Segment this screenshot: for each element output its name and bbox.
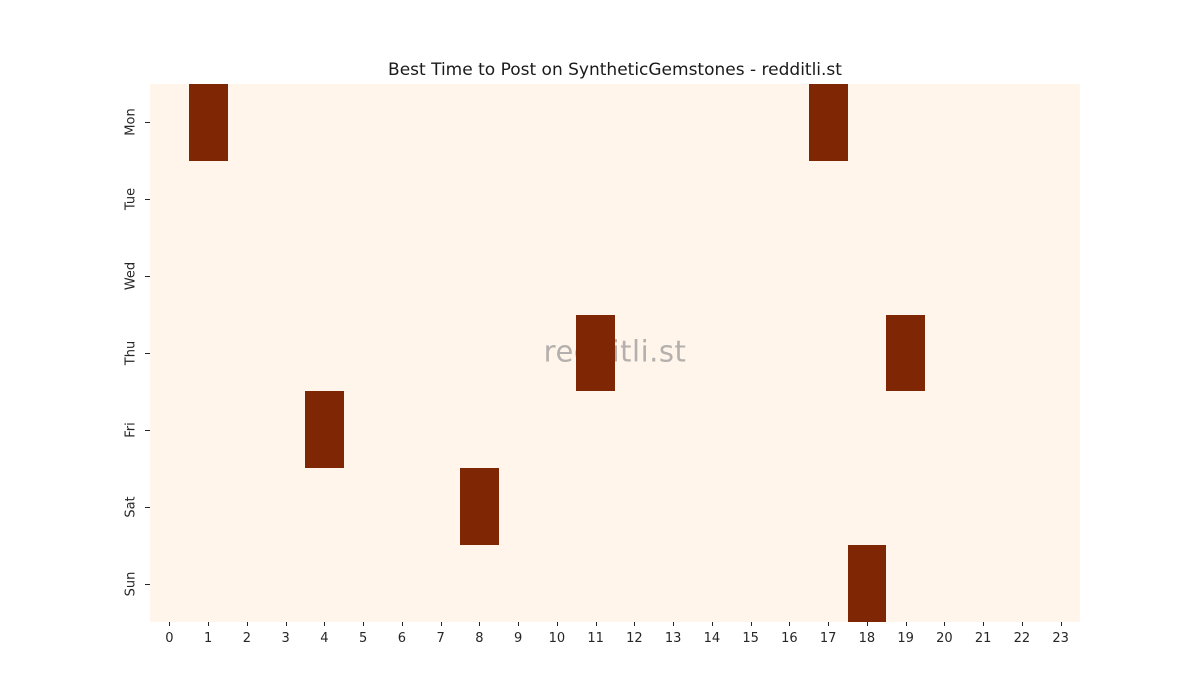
x-tick-label: 17 <box>819 631 837 646</box>
y-tick-label: Sat <box>123 496 139 518</box>
x-tick-label: 15 <box>742 631 759 646</box>
x-tick-mark <box>905 622 907 626</box>
x-tick-label: 21 <box>974 631 992 646</box>
x-tick-mark <box>983 622 985 626</box>
x-tick-mark <box>440 622 442 626</box>
y-tick-label: Tue <box>123 188 139 211</box>
heatmap-cell-fri-4 <box>305 391 344 469</box>
x-tick-label: 18 <box>858 631 876 646</box>
x-tick-mark <box>1060 622 1062 626</box>
x-tick-label: 22 <box>1013 631 1031 646</box>
x-tick-mark <box>518 622 520 626</box>
y-tick-mark <box>145 506 150 508</box>
x-tick-label: 20 <box>936 631 953 646</box>
x-tick-label: 5 <box>358 631 368 646</box>
y-tick-label: Mon <box>123 108 139 137</box>
heatmap-cell-mon-17 <box>808 84 848 161</box>
x-tick-mark <box>1021 622 1023 626</box>
x-tick-mark <box>556 622 558 626</box>
x-tick-label: 2 <box>242 631 252 646</box>
x-tick-label: 19 <box>897 631 914 646</box>
x-tick-mark <box>285 622 287 626</box>
x-tick-mark <box>634 622 636 626</box>
x-tick-mark <box>208 622 210 626</box>
x-tick-label: 11 <box>587 631 604 646</box>
x-tick-label: 14 <box>703 631 721 646</box>
x-tick-mark <box>828 622 830 626</box>
chart-title: Best Time to Post on SyntheticGemstones … <box>388 60 842 80</box>
y-tick-mark <box>145 583 150 585</box>
x-tick-label: 10 <box>548 631 566 646</box>
y-tick-mark <box>145 353 150 354</box>
heatmap-cell-mon-1 <box>188 84 228 161</box>
x-tick-mark <box>401 622 403 626</box>
x-tick-label: 0 <box>165 631 174 646</box>
x-tick-mark <box>866 622 868 626</box>
heatmap-cell-thu-11 <box>576 314 615 392</box>
x-tick-label: 13 <box>664 631 682 646</box>
x-tick-mark <box>324 622 326 626</box>
x-tick-mark <box>479 622 481 626</box>
x-tick-mark <box>750 622 752 626</box>
x-tick-mark <box>944 622 946 626</box>
watermark-text: redditli.st <box>543 334 687 369</box>
x-tick-mark <box>789 622 791 626</box>
x-tick-label: 23 <box>1052 631 1069 646</box>
x-tick-mark <box>595 622 597 626</box>
x-tick-label: 7 <box>436 631 445 646</box>
x-tick-label: 4 <box>320 631 329 646</box>
x-tick-mark <box>363 622 365 626</box>
x-tick-label: 3 <box>281 631 290 646</box>
x-tick-mark <box>246 622 248 626</box>
y-tick-mark <box>145 276 150 278</box>
y-tick-label: Fri <box>123 422 139 438</box>
y-tick-label: Thu <box>123 340 139 366</box>
heatmap-cell-sun-18 <box>847 545 887 622</box>
heatmap-cell-thu-19 <box>886 314 925 392</box>
y-tick-mark <box>145 122 150 124</box>
x-tick-mark <box>169 622 171 626</box>
x-tick-label: 8 <box>475 631 484 646</box>
x-tick-label: 9 <box>513 631 523 646</box>
x-tick-label: 12 <box>626 631 643 646</box>
x-tick-label: 6 <box>397 631 407 646</box>
x-tick-label: 1 <box>203 631 213 646</box>
heatmap-plot-area: redditli.st <box>150 84 1080 622</box>
heatmap-cell-sat-8 <box>460 468 499 546</box>
y-tick-mark <box>145 429 150 431</box>
x-tick-mark <box>673 622 675 626</box>
y-tick-label: Wed <box>123 261 139 291</box>
x-tick-label: 16 <box>781 631 798 646</box>
y-tick-mark <box>145 199 150 201</box>
x-tick-mark <box>711 622 713 626</box>
y-tick-label: Sun <box>123 571 139 596</box>
